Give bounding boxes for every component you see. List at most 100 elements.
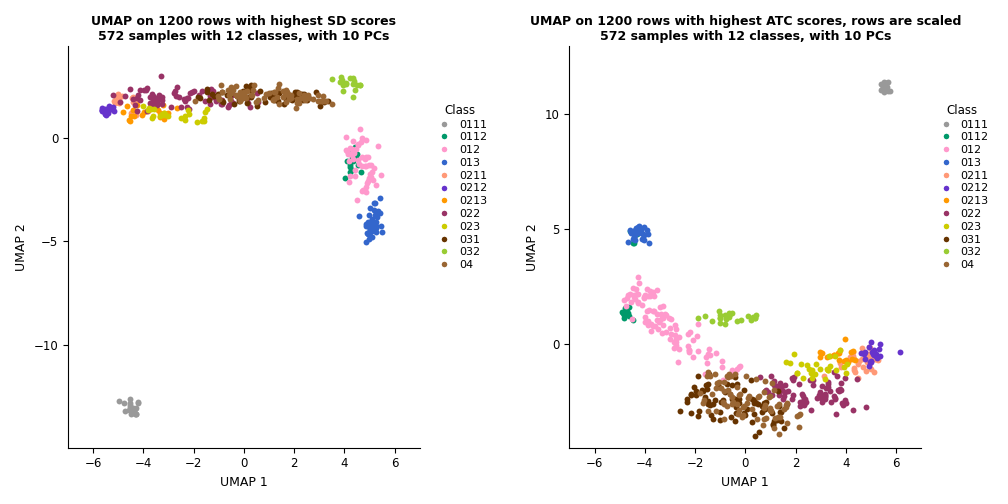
Point bbox=[211, 92, 227, 100]
Point bbox=[627, 226, 643, 234]
Point bbox=[703, 372, 719, 380]
Point bbox=[114, 92, 130, 100]
Point bbox=[838, 399, 854, 407]
Point bbox=[636, 223, 652, 231]
Point bbox=[700, 350, 716, 358]
Point bbox=[239, 99, 255, 107]
Point bbox=[294, 90, 310, 98]
Point bbox=[859, 358, 875, 366]
Point bbox=[110, 92, 126, 100]
Point bbox=[640, 230, 656, 238]
Point bbox=[630, 298, 646, 306]
Point bbox=[362, 230, 378, 238]
Point bbox=[160, 112, 176, 120]
Point bbox=[873, 80, 889, 88]
Point bbox=[808, 394, 825, 402]
Point bbox=[365, 227, 381, 235]
Point bbox=[655, 302, 671, 310]
Point bbox=[342, 144, 358, 152]
Point bbox=[363, 218, 379, 226]
Point bbox=[170, 93, 186, 101]
Point bbox=[795, 397, 811, 405]
Point bbox=[827, 352, 843, 360]
Point bbox=[620, 309, 636, 317]
Point bbox=[202, 92, 218, 100]
Point bbox=[778, 403, 794, 411]
Point bbox=[751, 428, 767, 436]
Point bbox=[232, 96, 248, 104]
Point bbox=[752, 373, 768, 382]
Point bbox=[191, 93, 207, 101]
Point bbox=[829, 371, 845, 380]
Point bbox=[844, 348, 860, 356]
Point bbox=[868, 350, 884, 358]
Point bbox=[363, 161, 379, 169]
Point bbox=[180, 105, 197, 113]
Point bbox=[132, 86, 148, 94]
Point bbox=[625, 284, 641, 292]
Point bbox=[771, 400, 787, 408]
Point bbox=[731, 395, 747, 403]
Point bbox=[625, 235, 641, 243]
Point bbox=[700, 407, 716, 415]
Point bbox=[249, 89, 265, 97]
Point bbox=[729, 380, 745, 388]
Point bbox=[655, 321, 671, 329]
Point bbox=[823, 398, 839, 406]
Point bbox=[155, 115, 171, 123]
Point bbox=[279, 88, 295, 96]
Point bbox=[864, 348, 880, 356]
Point bbox=[637, 319, 653, 327]
Point bbox=[667, 331, 683, 339]
Point bbox=[129, 101, 145, 109]
Point bbox=[359, 136, 375, 144]
Point bbox=[730, 410, 746, 418]
Point bbox=[701, 399, 717, 407]
Point bbox=[628, 224, 644, 232]
Point bbox=[727, 372, 743, 381]
Point bbox=[717, 388, 733, 396]
Point bbox=[811, 352, 828, 360]
Point bbox=[347, 143, 363, 151]
Point bbox=[278, 98, 294, 106]
Point bbox=[803, 406, 820, 414]
Point bbox=[792, 398, 808, 406]
Point bbox=[367, 199, 383, 207]
Point bbox=[362, 228, 378, 236]
Point bbox=[700, 400, 716, 408]
Point bbox=[764, 391, 780, 399]
Point bbox=[700, 368, 716, 376]
Point bbox=[99, 107, 115, 115]
Point bbox=[299, 96, 316, 104]
Point bbox=[757, 377, 773, 385]
Point bbox=[338, 79, 354, 87]
Point bbox=[631, 222, 647, 230]
Point bbox=[351, 160, 367, 168]
Point bbox=[192, 94, 208, 102]
Point bbox=[128, 410, 144, 418]
Point bbox=[300, 94, 317, 102]
Point bbox=[318, 97, 334, 105]
Point bbox=[127, 405, 143, 413]
Point bbox=[256, 94, 272, 102]
Point bbox=[624, 315, 640, 323]
Point bbox=[680, 346, 697, 354]
Point bbox=[151, 109, 167, 117]
Point bbox=[768, 416, 784, 424]
Point bbox=[724, 400, 740, 408]
Point bbox=[142, 93, 158, 101]
Point bbox=[814, 399, 831, 407]
Point bbox=[736, 387, 752, 395]
Point bbox=[846, 355, 862, 363]
Point bbox=[851, 357, 867, 365]
Point bbox=[346, 77, 362, 85]
Point bbox=[655, 313, 671, 322]
Point bbox=[128, 404, 144, 412]
Point bbox=[645, 288, 661, 296]
Point bbox=[767, 414, 783, 422]
Point bbox=[266, 95, 282, 103]
Point bbox=[629, 290, 645, 298]
Point bbox=[200, 88, 216, 96]
Point bbox=[846, 364, 862, 372]
Point bbox=[747, 314, 763, 323]
